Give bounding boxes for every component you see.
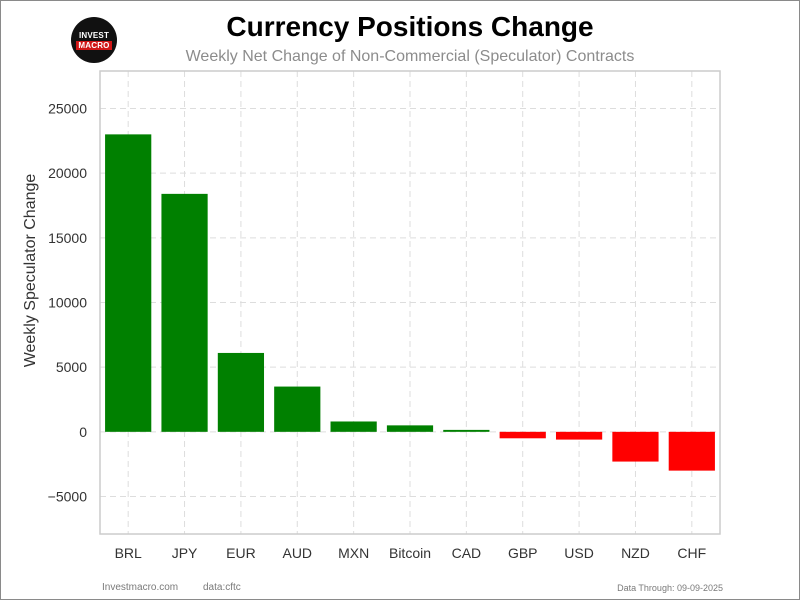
x-tick-label: Bitcoin	[389, 545, 431, 561]
bar-aud	[274, 386, 321, 432]
y-tick-label: 25000	[48, 101, 87, 117]
bar-chf	[668, 431, 715, 471]
logo-text-bottom: MACRO	[76, 40, 112, 50]
chart-title: Currency Positions Change	[226, 11, 594, 42]
y-tick-label: 5000	[56, 359, 87, 375]
y-tick-label: 20000	[48, 165, 87, 181]
bar-jpy	[161, 193, 208, 432]
x-tick-label: GBP	[508, 545, 538, 561]
x-tick-label: AUD	[282, 545, 312, 561]
bar-brl	[105, 134, 152, 432]
x-tick-label: JPY	[172, 545, 198, 561]
bar-eur	[217, 352, 265, 432]
x-tick-label: EUR	[226, 545, 256, 561]
plot-frame	[99, 70, 721, 535]
footer-source: data:cftc	[203, 582, 241, 593]
x-tick-label: CAD	[452, 545, 482, 561]
x-tick-label: MXN	[338, 545, 369, 561]
y-tick-label: 15000	[48, 230, 87, 246]
bar-nzd	[612, 431, 659, 462]
logo-text-top: INVEST	[78, 30, 110, 40]
footer-site: Investmacro.com	[102, 582, 179, 593]
x-tick-label: CHF	[677, 545, 706, 561]
bar-cad	[443, 429, 490, 432]
investmacro-logo: INVEST MACRO	[71, 17, 117, 63]
chart-subtitle: Weekly Net Change of Non-Commercial (Spe…	[185, 48, 635, 65]
x-tick-label: USD	[564, 545, 594, 561]
y-tick-label: 0	[79, 424, 87, 440]
x-tick-label: BRL	[115, 545, 142, 561]
bar-bitcoin	[386, 425, 434, 432]
bar-usd	[555, 431, 603, 440]
bar-mxn	[330, 421, 377, 432]
x-tick-label: NZD	[621, 545, 650, 561]
y-tick-label: −5000	[48, 488, 88, 504]
bar-gbp	[499, 431, 546, 439]
y-axis-label: Weekly Speculator Change	[22, 174, 39, 368]
y-tick-label: 10000	[48, 295, 87, 311]
footer-date: Data Through: 09-09-2025	[617, 583, 723, 593]
